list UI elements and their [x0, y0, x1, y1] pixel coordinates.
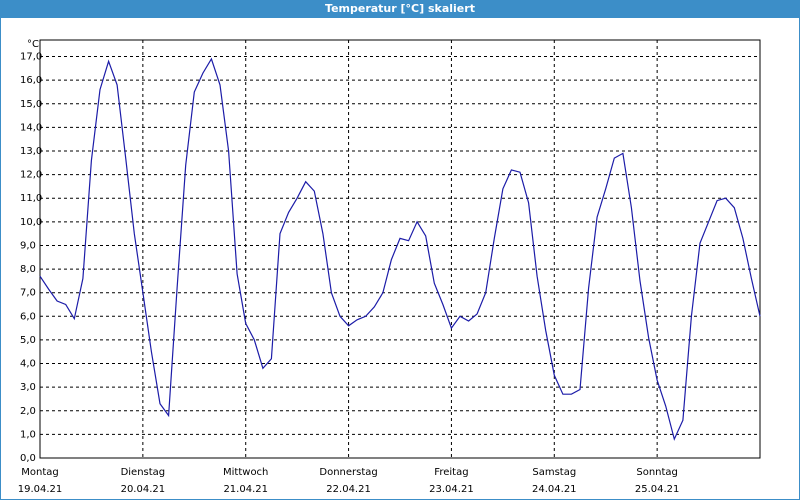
y-tick-label: 8,0 [20, 264, 36, 275]
y-tick-label: 5,0 [20, 335, 36, 346]
y-tick-label: 4,0 [20, 359, 36, 370]
x-tick-date: 19.04.21 [18, 484, 63, 495]
chart-title: Temperatur [°C] skaliert [325, 2, 475, 15]
x-tick-label: Sonntag [636, 467, 678, 478]
x-tick-label: Freitag [434, 467, 468, 478]
y-tick-label: 9,0 [20, 240, 36, 251]
y-tick-label: 0,0 [20, 453, 36, 464]
x-tick-date: 20.04.21 [121, 484, 166, 495]
x-tick-label: Mittwoch [223, 467, 268, 478]
y-tick-label: 14,0 [20, 122, 42, 133]
y-tick-label: 17,0 [20, 52, 42, 63]
y-tick-label: 7,0 [20, 288, 36, 299]
y-tick-label: 1,0 [20, 429, 36, 440]
x-tick-date: 23.04.21 [429, 484, 474, 495]
y-tick-label: 11,0 [20, 193, 42, 204]
x-tick-label: Samstag [532, 467, 576, 478]
y-tick-label: 13,0 [20, 146, 42, 157]
y-axis-label: °C [27, 39, 39, 50]
y-tick-label: 12,0 [20, 170, 42, 181]
x-tick-label: Montag [21, 467, 58, 478]
x-tick-date: 22.04.21 [326, 484, 371, 495]
y-tick-label: 16,0 [20, 75, 42, 86]
x-tick-date: 25.04.21 [635, 484, 680, 495]
x-tick-date: 21.04.21 [223, 484, 268, 495]
x-tick-date: 24.04.21 [532, 484, 577, 495]
y-tick-label: 10,0 [20, 217, 42, 228]
x-tick-label: Dienstag [121, 467, 166, 478]
y-tick-label: 15,0 [20, 99, 42, 110]
x-tick-label: Donnerstag [319, 467, 377, 478]
y-tick-label: 3,0 [20, 382, 36, 393]
y-tick-label: 2,0 [20, 406, 36, 417]
title-bar [0, 0, 800, 18]
plot-frame [39, 39, 761, 459]
y-tick-label: 6,0 [20, 311, 36, 322]
temperature-line [39, 57, 761, 441]
